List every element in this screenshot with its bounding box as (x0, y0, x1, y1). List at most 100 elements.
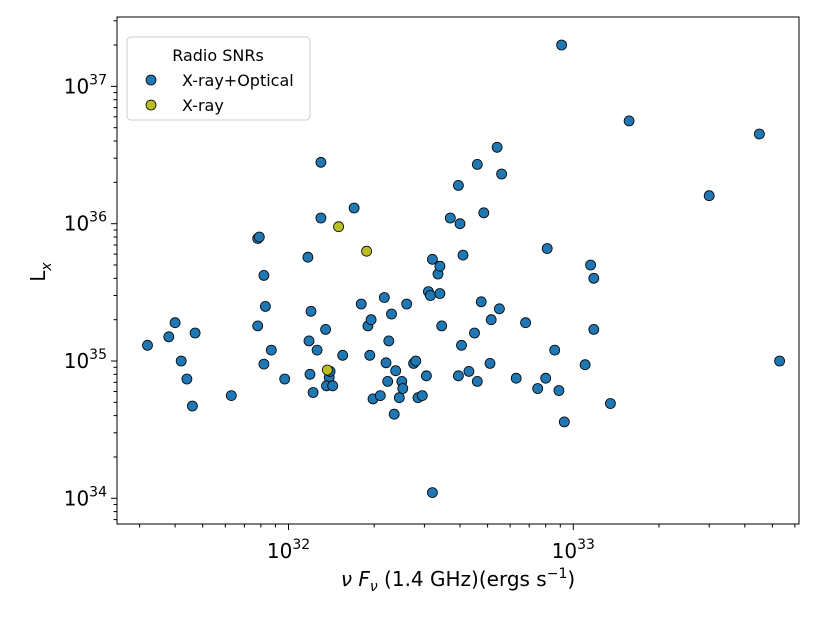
y-axis-label: Lx (26, 262, 55, 282)
xray-optical-point (579, 359, 591, 371)
xray-optical-point (444, 212, 456, 224)
xray-optical-point (540, 372, 552, 384)
xray-optical-point (623, 115, 635, 127)
y-tick-label: 1035 (64, 347, 107, 373)
y-tick-label: 1037 (64, 72, 107, 98)
xray-optical-point (181, 373, 193, 385)
xray-optical-point (434, 260, 446, 272)
xray-optical-point (163, 331, 175, 343)
xray-optical-point (496, 168, 508, 180)
xray-optical-point (315, 212, 327, 224)
xray-optical-point (169, 317, 181, 329)
xray-optical-point (388, 408, 400, 420)
xray-optical-point (416, 390, 428, 402)
xray-optical-point (478, 207, 490, 219)
xray-optical-point (520, 317, 531, 329)
xray-optical-point (532, 383, 544, 394)
legend-label-xray-optical: X-ray+Optical (182, 71, 294, 90)
xray-optical-point (279, 373, 291, 385)
xray-optical-point (304, 368, 316, 380)
xray-optical-point (393, 392, 405, 404)
xray-optical-point (549, 344, 561, 356)
xray-optical-point (175, 355, 187, 367)
xray-optical-point (401, 298, 413, 310)
xray-optical-point (364, 349, 376, 361)
xray-optical-point (471, 375, 483, 387)
xray-optical-point (348, 202, 360, 214)
xray-optical-point (382, 375, 394, 387)
xray-optical-point (456, 339, 467, 351)
xray-optical-point (410, 355, 422, 367)
xray-optical-point (386, 308, 397, 320)
xray-optical-point (469, 327, 480, 339)
xray-optical-point (252, 320, 264, 332)
xray-optical-point (397, 383, 409, 394)
xray-optical-point (307, 387, 319, 398)
xray-optical-point (553, 385, 565, 396)
xray-optical-point (374, 390, 386, 402)
xray-optical-point (463, 365, 475, 377)
xray-optical-point (365, 314, 377, 326)
xray-optical-point (258, 358, 270, 370)
xray-optical-point (390, 365, 402, 377)
xray-optical-point (225, 390, 237, 402)
xray-optical-point (436, 320, 448, 332)
xray-optical-point (588, 323, 600, 335)
xray-optical-point (585, 259, 596, 271)
x-tick-label: 1033 (552, 537, 595, 563)
xray-optical-point (424, 290, 436, 301)
xray-optical-point (452, 179, 464, 191)
xray-optical-point (754, 128, 765, 140)
xray-optical-point (484, 357, 496, 369)
xray-optical-point (258, 269, 270, 281)
xray-optical-point (380, 357, 392, 369)
xray-optical-point (315, 156, 327, 168)
xray-optical-point (475, 296, 487, 308)
xray-optical-point (588, 272, 600, 284)
xray-optical-point (434, 288, 446, 299)
legend-marker-xray-optical (145, 74, 157, 86)
xray-optical-point (426, 253, 438, 265)
xray-optical-point (426, 487, 438, 499)
xray-optical-point (303, 335, 315, 347)
xray-optical-point (355, 298, 367, 310)
xray-optical-point (491, 141, 503, 153)
xray-optical-point (556, 39, 567, 51)
xray-optical-point (383, 335, 395, 347)
xray-optical-point (510, 372, 522, 384)
axis-ticks: 1032 1033 1034 1035 1036 1037 (64, 20, 796, 563)
xray-optical-point (471, 158, 483, 170)
x-axis-label: ν Fν (1.4 GHz)(ergs s−1) (341, 566, 575, 595)
xray-optical-point (189, 327, 201, 339)
xray-optical-point (259, 300, 271, 312)
xray-optical-point (305, 305, 317, 317)
xray-optical-point (253, 231, 265, 243)
xray-optical-point (452, 370, 464, 382)
xray-optical-point (485, 314, 497, 326)
xray-optical-point (337, 349, 349, 361)
xray-optical-point (320, 323, 332, 335)
y-tick-label: 1034 (64, 484, 107, 510)
xray-optical-point (302, 251, 314, 263)
xray-optical-point (541, 243, 553, 254)
xray-optical-point (378, 292, 390, 303)
xray-optical-point (420, 370, 432, 382)
xray-optical-point (327, 380, 339, 392)
xray-optical-point (457, 249, 469, 261)
legend-box (126, 36, 311, 121)
xray-point (321, 364, 333, 376)
xray-optical-point (186, 400, 198, 412)
xray-optical-point (703, 190, 715, 202)
xray-optical-point (493, 303, 505, 315)
xray-optical-point (454, 218, 466, 230)
xray-optical-point (605, 398, 616, 409)
x-tick-label: 1032 (267, 537, 310, 563)
xray-optical-point (142, 339, 153, 351)
xray-optical-point (558, 416, 570, 428)
legend-label-xray: X-ray (182, 96, 224, 115)
y-tick-label: 1036 (64, 210, 107, 236)
xray-point (361, 245, 373, 257)
xray-optical-point (311, 344, 323, 356)
